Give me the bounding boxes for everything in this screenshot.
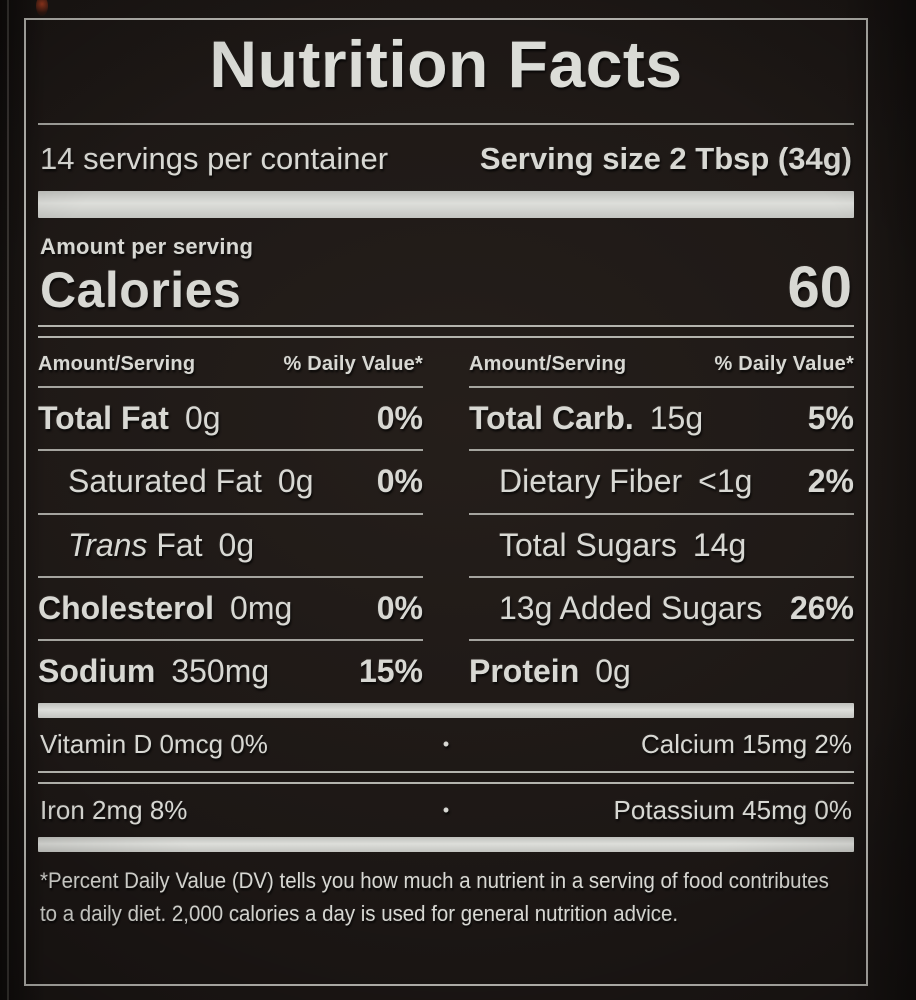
divider [38, 122, 854, 125]
nutrient-columns: Amount/Serving % Daily Value* Total Fat … [38, 340, 854, 703]
divider [38, 512, 423, 515]
column-header: Amount/Serving % Daily Value* [38, 340, 423, 386]
nutrient-name: Total Carb. [469, 399, 634, 436]
double-divider [38, 770, 854, 784]
nutrient-row-trans-fat: Trans Fat 0g [38, 515, 423, 576]
nutrient-row-total-fat: Total Fat 0g 0% [38, 388, 423, 449]
daily-value-footnote: *Percent Daily Value (DV) tells you how … [40, 864, 829, 930]
footnote-line-1: *Percent Daily Value (DV) tells you how … [40, 867, 829, 893]
divider [469, 449, 854, 452]
divider [469, 512, 854, 515]
nutrient-name-italic: Trans [68, 526, 148, 563]
nutrient-amount: <1g [698, 463, 753, 500]
calories-row: Calories 60 [40, 254, 852, 320]
panel-title: Nutrition Facts [209, 27, 683, 101]
nutrient-daily-value: 0% [376, 589, 423, 626]
nutrient-daily-value: 26% [789, 589, 854, 626]
nutrient-row-sodium: Sodium 350mg 15% [38, 641, 423, 702]
micronutrient-row-1: Vitamin D 0mcg 0% • Calcium 15mg 2% [38, 718, 854, 771]
divider [469, 575, 854, 578]
nutrient-amount: 14g [692, 526, 747, 563]
nutrient-daily-value: 5% [807, 399, 854, 436]
divider [38, 639, 423, 642]
column-header: Amount/Serving % Daily Value* [469, 340, 854, 386]
nutrient-name: Total Sugars [499, 526, 677, 563]
serving-size: Serving size 2 Tbsp (34g) [479, 140, 852, 176]
divider [469, 385, 854, 388]
nutrient-daily-value: 2% [807, 463, 854, 500]
nutrient-name: Total Fat [38, 399, 169, 436]
nutrient-name: Cholesterol [38, 589, 215, 626]
nutrient-amount: 0g [277, 463, 314, 500]
potassium-value: Potassium 45mg 0% [613, 794, 852, 825]
iron-value: Iron 2mg 8% [40, 794, 188, 825]
nutrient-row-protein: Protein 0g [469, 641, 854, 702]
nutrient-name: Protein [469, 653, 580, 690]
nutrient-row-added-sugars: 13g Added Sugars 26% [469, 578, 854, 639]
nutrient-row-total-carb: Total Carb. 15g 5% [469, 388, 854, 449]
bullet-separator: • [442, 799, 450, 820]
nutrient-name-rest: Fat [147, 526, 203, 563]
servings-per-container: 14 servings per container [40, 140, 389, 176]
calcium-value: Calcium 15mg 2% [641, 728, 852, 759]
divider [38, 385, 423, 388]
nutrient-row-saturated-fat: Saturated Fat 0g 0% [38, 451, 423, 512]
micronutrient-row-2: Iron 2mg 8% • Potassium 45mg 0% [38, 784, 854, 837]
header-daily-value: % Daily Value* [283, 352, 423, 375]
header-daily-value: % Daily Value* [714, 352, 854, 375]
nutrient-name: Dietary Fiber [499, 463, 683, 500]
nutrient-row-cholesterol: Cholesterol 0mg 0% [38, 578, 423, 639]
bullet-separator: • [442, 733, 450, 754]
nutrient-daily-value: 0% [376, 463, 423, 500]
double-divider [38, 324, 854, 338]
nutrient-row-dietary-fiber: Dietary Fiber <1g 2% [469, 451, 854, 512]
nutrient-row-total-sugars: Total Sugars 14g [469, 515, 854, 576]
divider [38, 575, 423, 578]
nutrient-name: Sodium [38, 653, 156, 690]
nutrient-daily-value: 15% [358, 653, 423, 690]
serving-info-row: 14 servings per container Serving size 2… [40, 141, 852, 177]
vitamin-d-value: Vitamin D 0mcg 0% [40, 728, 268, 759]
label-edge-highlight [7, 0, 9, 1000]
header-amount-serving: Amount/Serving [469, 352, 627, 375]
nutrient-daily-value: 0% [376, 399, 423, 436]
calories-label: Calories [40, 261, 242, 318]
thick-separator-bar [38, 702, 854, 718]
nutrient-amount: 0g [595, 653, 631, 690]
header-amount-serving: Amount/Serving [38, 352, 196, 375]
thick-separator-bar [38, 836, 854, 852]
nutrient-amount: 15g [649, 399, 704, 436]
nutrient-amount: 0g [184, 399, 221, 436]
nutrient-column-left: Amount/Serving % Daily Value* Total Fat … [38, 340, 423, 703]
nutrient-name: 13g Added Sugars [499, 589, 763, 626]
footnote-line-2: to a daily diet. 2,000 calories a day is… [40, 900, 679, 926]
nutrient-name: Saturated Fat [68, 463, 262, 500]
nutrient-column-right: Amount/Serving % Daily Value* Total Carb… [469, 340, 854, 703]
divider [38, 449, 423, 452]
calories-value: 60 [787, 254, 852, 320]
nutrient-name: Trans Fat [68, 526, 203, 564]
nutrient-amount: 0g [218, 526, 255, 563]
nutrient-amount: 350mg [171, 653, 270, 690]
nutrition-facts-panel: Nutrition Facts 14 servings per containe… [24, 18, 868, 986]
amount-per-serving-label: Amount per serving [40, 233, 254, 259]
photo-artifact [36, 0, 48, 16]
thick-separator-bar [38, 190, 854, 218]
divider [469, 639, 854, 642]
nutrient-amount: 0mg [230, 589, 293, 626]
